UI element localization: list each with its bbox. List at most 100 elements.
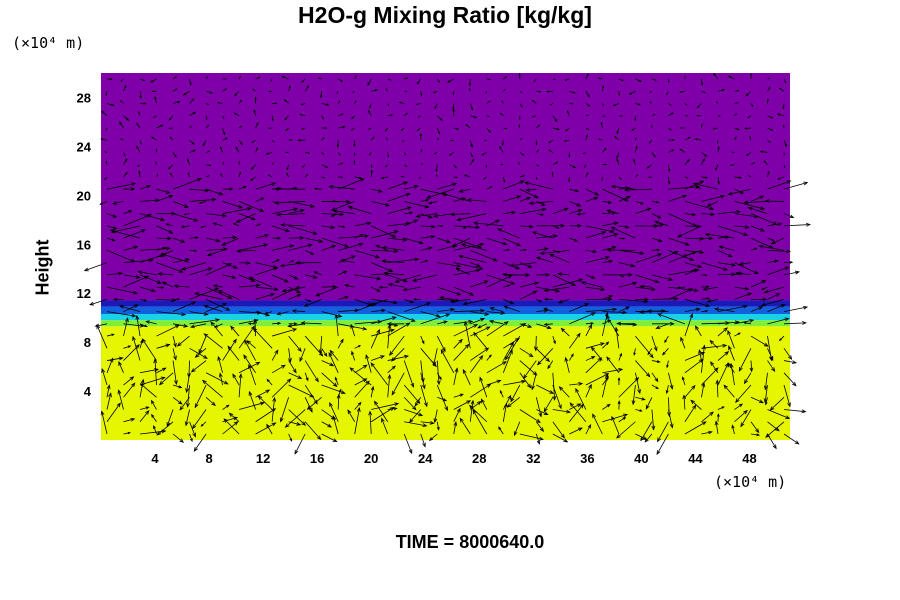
- wind-arrow: [453, 262, 483, 270]
- wind-arrow-head: [699, 236, 705, 241]
- wind-arrow-head: [274, 349, 279, 355]
- wind-arrow-head: [272, 396, 277, 402]
- wind-arrow: [602, 212, 616, 215]
- wind-arrow-head: [108, 392, 112, 398]
- wind-arrow: [437, 396, 447, 402]
- wind-arrow: [139, 185, 151, 190]
- wind-arrow-head: [692, 404, 697, 410]
- wind-arrow-head: [427, 201, 432, 205]
- wind-arrow: [469, 400, 474, 422]
- wind-arrow-head: [224, 88, 228, 91]
- wind-arrow-head: [387, 373, 392, 379]
- wind-arrow: [255, 234, 269, 239]
- wind-arrow: [470, 250, 498, 262]
- wind-arrow-head: [109, 229, 115, 233]
- wind-arrow-head: [604, 115, 607, 117]
- wind-arrow-head: [485, 92, 487, 94]
- wind-arrow-head: [119, 121, 122, 125]
- wind-arrow-head: [347, 409, 352, 415]
- wind-arrow: [701, 383, 705, 398]
- wind-arrow: [437, 286, 461, 296]
- wind-arrow: [470, 318, 485, 325]
- wind-arrow-head: [667, 80, 670, 84]
- wind-arrow: [717, 176, 720, 184]
- wind-arrow-head: [777, 177, 781, 180]
- wind-arrow-head: [111, 333, 115, 337]
- wind-arrow-head: [531, 115, 535, 118]
- wind-arrow: [154, 359, 157, 386]
- wind-arrow-head: [705, 303, 711, 308]
- wind-arrow-head: [638, 79, 643, 82]
- wind-arrow-head: [543, 411, 549, 416]
- wind-arrow-head: [637, 389, 641, 395]
- wind-arrow: [717, 363, 729, 386]
- wind-arrow-head: [421, 384, 426, 390]
- wind-arrow-head: [190, 125, 193, 128]
- wind-arrow-head: [533, 80, 536, 83]
- wind-arrow-head: [534, 281, 540, 286]
- wind-arrow-head: [314, 377, 319, 383]
- wind-arrow: [420, 311, 440, 317]
- wind-arrow-head: [764, 401, 768, 406]
- wind-arrow-head: [654, 79, 657, 81]
- wind-arrow-head: [738, 261, 744, 266]
- wind-arrow-head: [669, 321, 675, 326]
- wind-arrow-head: [656, 450, 661, 456]
- wind-arrow-head: [391, 233, 397, 238]
- wind-arrow-head: [738, 176, 743, 179]
- wind-arrow: [335, 314, 339, 337]
- wind-arrow-head: [375, 254, 381, 259]
- wind-arrow: [132, 336, 141, 361]
- wind-arrow-head: [588, 383, 592, 389]
- wind-arrow-head: [699, 180, 705, 185]
- wind-arrow: [453, 320, 473, 325]
- wind-arrow: [474, 222, 504, 227]
- wind-arrow: [172, 323, 188, 327]
- wind-arrow-head: [135, 275, 141, 279]
- wind-arrow: [334, 377, 339, 386]
- wind-arrow-head: [760, 206, 766, 210]
- wind-arrow: [206, 248, 227, 251]
- wind-arrow-head: [792, 381, 797, 387]
- wind-arrow: [695, 138, 702, 141]
- wind-arrow-head: [301, 165, 304, 168]
- wind-arrow-head: [389, 79, 392, 81]
- wind-arrow: [329, 402, 339, 422]
- wind-arrow-head: [183, 323, 189, 328]
- wind-arrow: [701, 158, 705, 165]
- wind-arrow-head: [109, 357, 114, 363]
- wind-arrow-head: [642, 436, 648, 440]
- wind-arrow-head: [249, 178, 253, 181]
- wind-arrow-head: [391, 365, 396, 370]
- wind-arrow-head: [803, 181, 809, 186]
- wind-arrow-head: [180, 266, 186, 271]
- wind-arrow-head: [332, 284, 337, 289]
- wind-arrow-head: [518, 123, 521, 126]
- wind-arrow: [272, 322, 281, 325]
- wind-arrow: [486, 311, 505, 314]
- wind-arrow: [734, 403, 743, 410]
- wind-arrow-head: [218, 191, 224, 196]
- wind-arrow-head: [791, 360, 797, 365]
- wind-arrow-head: [202, 143, 206, 147]
- wind-arrow-head: [248, 390, 253, 396]
- wind-arrow: [654, 220, 669, 227]
- wind-arrow: [404, 185, 419, 190]
- wind-arrow: [154, 96, 157, 104]
- wind-arrow-head: [101, 110, 105, 114]
- wind-arrow-head: [372, 302, 378, 307]
- wind-arrow-head: [281, 288, 287, 293]
- wind-arrow-head: [738, 366, 743, 372]
- wind-arrow: [89, 298, 108, 306]
- wind-arrow-head: [405, 165, 408, 168]
- wind-arrow-head: [488, 130, 491, 134]
- wind-arrow: [634, 372, 641, 394]
- wind-arrow: [453, 400, 471, 410]
- wind-arrow-head: [587, 423, 592, 429]
- wind-arrow: [434, 409, 438, 423]
- wind-arrow-head: [531, 385, 535, 391]
- wind-arrow-head: [169, 136, 172, 139]
- wind-arrow: [459, 255, 487, 264]
- wind-arrow-head: [744, 127, 748, 130]
- field-layer-1: [101, 320, 790, 327]
